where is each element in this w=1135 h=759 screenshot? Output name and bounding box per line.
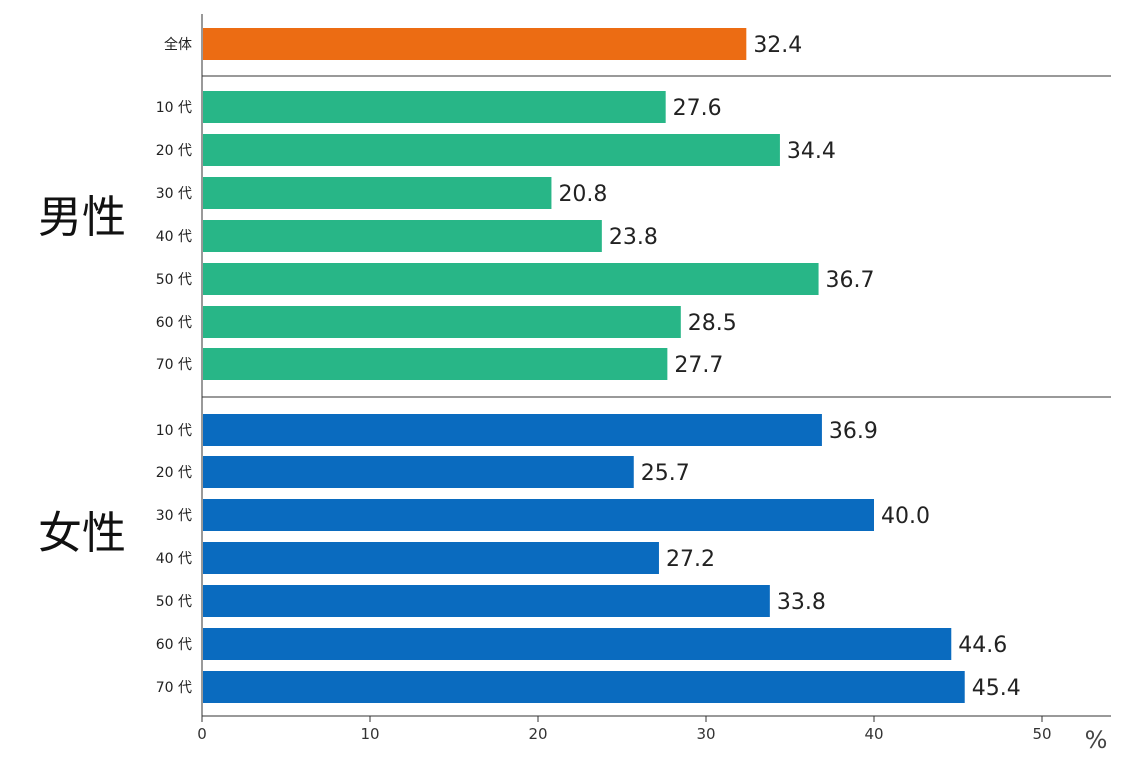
category-label: 30 代 bbox=[156, 508, 192, 524]
bar bbox=[203, 134, 780, 166]
value-label: 23.8 bbox=[609, 225, 658, 250]
bar bbox=[203, 628, 952, 660]
category-label: 50 代 bbox=[156, 272, 192, 288]
category-label: 10 代 bbox=[156, 423, 192, 439]
x-tick-label: 30 bbox=[696, 725, 715, 743]
value-label: 36.9 bbox=[829, 419, 878, 444]
value-label: 32.4 bbox=[753, 33, 802, 58]
value-label: 45.4 bbox=[972, 676, 1021, 701]
bar bbox=[203, 177, 552, 209]
x-tick-label: 50 bbox=[1032, 725, 1051, 743]
bar bbox=[203, 306, 681, 338]
group-label: 女性 bbox=[38, 508, 126, 559]
x-tick-label: 20 bbox=[528, 725, 547, 743]
category-label: 60 代 bbox=[156, 637, 192, 653]
x-tick-label: 0 bbox=[197, 725, 207, 743]
category-label: 40 代 bbox=[156, 551, 192, 567]
group-label: 男性 bbox=[38, 192, 126, 243]
value-label: 27.6 bbox=[673, 96, 722, 121]
value-label: 40.0 bbox=[881, 504, 930, 529]
value-label: 44.6 bbox=[958, 633, 1007, 658]
value-label: 25.7 bbox=[641, 461, 690, 486]
category-label: 60 代 bbox=[156, 315, 192, 331]
x-tick-label: 40 bbox=[864, 725, 883, 743]
bar bbox=[203, 348, 668, 380]
category-label: 70 代 bbox=[156, 357, 192, 373]
value-label: 34.4 bbox=[787, 139, 836, 164]
bar bbox=[203, 220, 602, 252]
value-label: 20.8 bbox=[558, 182, 607, 207]
bar bbox=[203, 28, 747, 60]
value-label: 27.2 bbox=[666, 547, 715, 572]
category-label: 全体 bbox=[164, 36, 192, 53]
bar bbox=[203, 91, 666, 123]
category-label: 10 代 bbox=[156, 100, 192, 116]
category-label: 30 代 bbox=[156, 186, 192, 202]
bar bbox=[203, 263, 819, 295]
x-tick-label: 10 bbox=[360, 725, 379, 743]
category-label: 20 代 bbox=[156, 465, 192, 481]
category-label: 20 代 bbox=[156, 143, 192, 159]
bar bbox=[203, 414, 822, 446]
unit-label: % bbox=[1085, 726, 1108, 754]
value-label: 36.7 bbox=[826, 268, 875, 293]
category-label: 70 代 bbox=[156, 680, 192, 696]
value-label: 27.7 bbox=[674, 353, 723, 378]
bar bbox=[203, 499, 874, 531]
bar bbox=[203, 456, 634, 488]
category-label: 50 代 bbox=[156, 594, 192, 610]
category-label: 40 代 bbox=[156, 229, 192, 245]
value-label: 28.5 bbox=[688, 311, 737, 336]
bar bbox=[203, 585, 770, 617]
value-label: 33.8 bbox=[777, 590, 826, 615]
bar bbox=[203, 671, 965, 703]
bar bbox=[203, 542, 659, 574]
